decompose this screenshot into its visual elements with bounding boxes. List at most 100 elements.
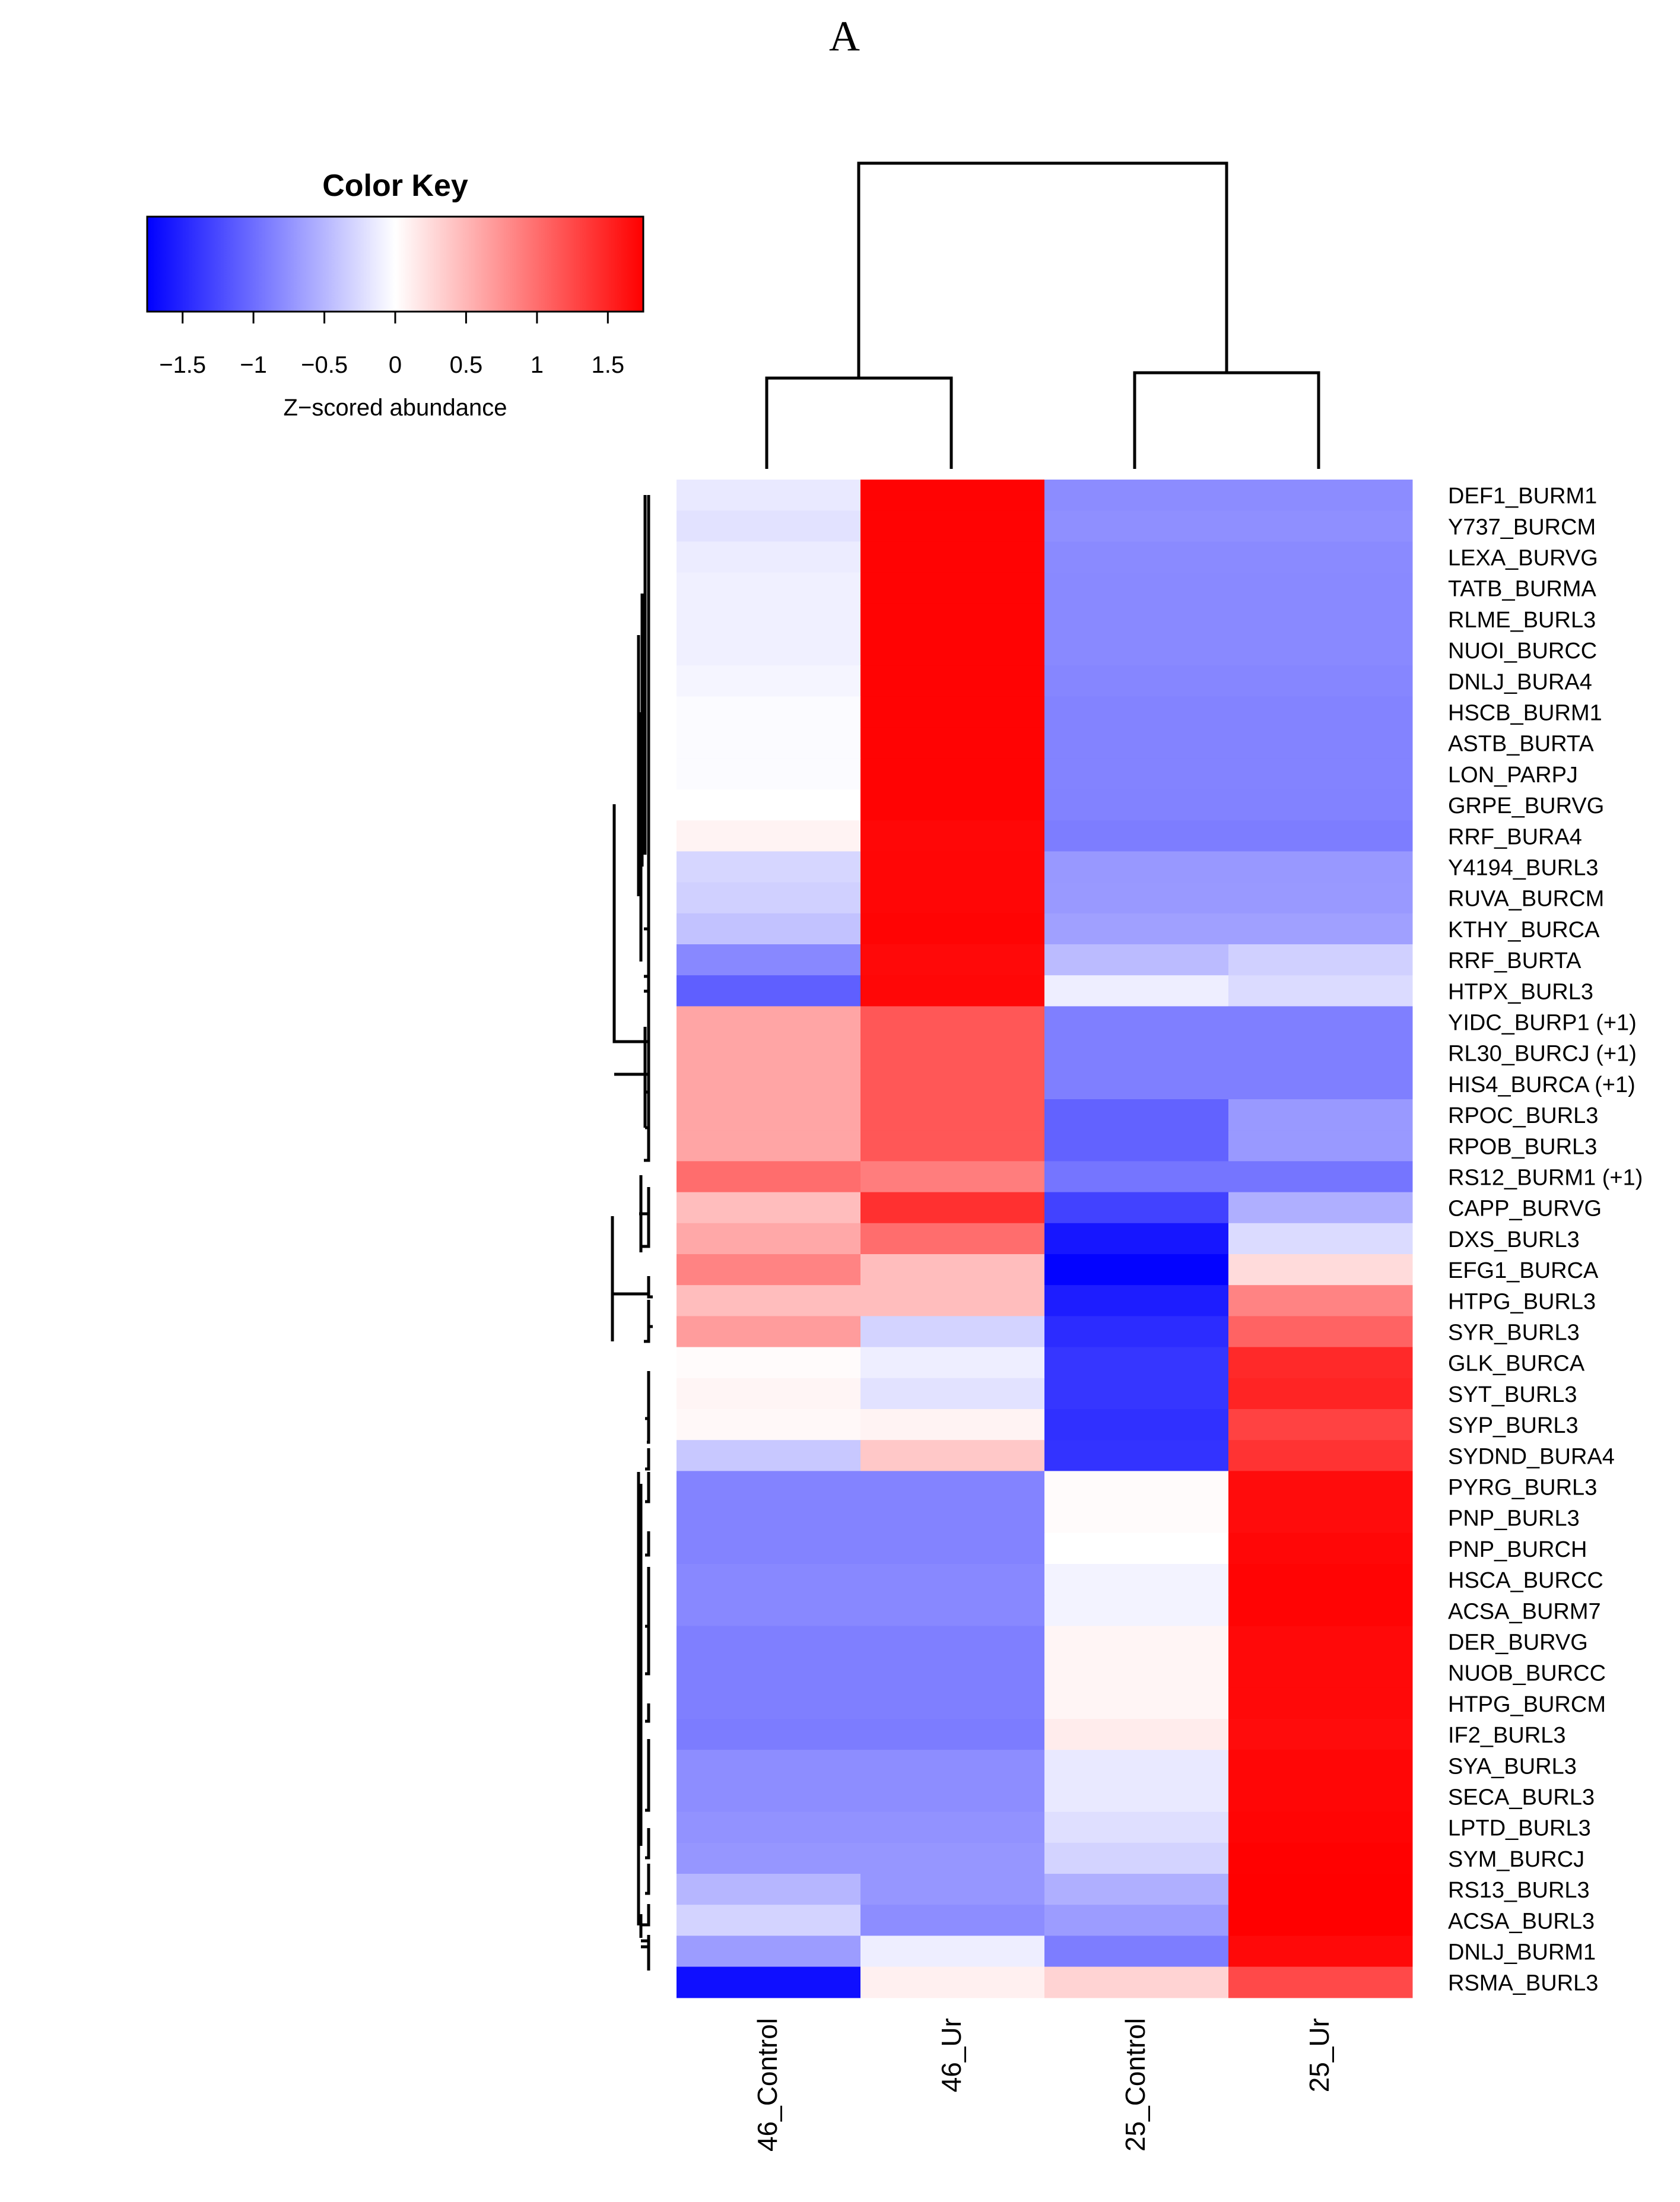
heatmap-cell [1044,913,1229,945]
row-label: HTPG_BURCM [1448,1692,1606,1717]
color-key-tick-label: −1 [240,352,267,378]
heatmap-cell [1044,975,1229,1007]
heatmap-cell [860,1409,1045,1440]
heatmap-cell [677,1811,861,1844]
heatmap-cell [860,1378,1045,1410]
heatmap-cell [860,1006,1045,1038]
heatmap-cell [1228,665,1413,697]
heatmap-cell [1044,1099,1229,1131]
heatmap-cell [860,1811,1045,1844]
row-label: ACSA_BURM7 [1448,1599,1601,1624]
heatmap-cell [677,1874,861,1905]
heatmap-cell [1044,1750,1229,1781]
heatmap-cell [1044,696,1229,728]
heatmap-cell [1228,1502,1413,1534]
heatmap-cell [860,510,1045,542]
heatmap-cell [860,1874,1045,1905]
heatmap-cell [1044,665,1229,697]
heatmap-cell [677,1037,861,1069]
heatmap-cell [1228,758,1413,790]
row-label: GLK_BURCA [1448,1351,1585,1376]
heatmap-cell [1228,480,1413,511]
row-dendrogram [611,495,653,1971]
heatmap-cell [1044,1192,1229,1224]
color-key-title: Color Key [322,169,468,203]
row-label: NUOB_BURCC [1448,1661,1606,1686]
heatmap-cell [677,1130,861,1162]
heatmap-cell [1228,1192,1413,1224]
heatmap-cell [860,727,1045,759]
heatmap-cell [1044,1532,1229,1565]
heatmap-cell [1044,1811,1229,1844]
heatmap-cell [860,944,1045,976]
heatmap-cell [860,1316,1045,1348]
heatmap-cell [1044,510,1229,542]
heatmap-cell [677,510,861,542]
heatmap-cell [677,789,861,821]
row-label: LEXA_BURVG [1448,546,1598,571]
heatmap-cell [677,1781,861,1813]
heatmap-cell [860,480,1045,511]
heatmap-cell [1044,1626,1229,1658]
heatmap-cell [1044,1471,1229,1503]
heatmap-cell [1044,572,1229,604]
heatmap-cell [677,1254,861,1286]
column-label: 46_Control [752,2018,783,2152]
heatmap-cell [677,1564,861,1595]
row-label: SYP_BURL3 [1448,1413,1579,1438]
row-label: RSMA_BURL3 [1448,1971,1598,1996]
heatmap-cell [1228,603,1413,635]
row-label: PNP_BURL3 [1448,1506,1580,1531]
heatmap-cell [1044,1223,1229,1255]
heatmap-cell [860,1347,1045,1379]
heatmap-cell [1044,1687,1229,1719]
column-dendrogram [765,161,1320,469]
heatmap-cell [677,572,861,604]
row-label: SYA_BURL3 [1448,1754,1577,1779]
row-labels: DEF1_BURM1 Y737_BURCM LEXA_BURVG TATB_BURMA… [1448,484,1643,1996]
heatmap-cell [1044,1006,1229,1038]
heatmap-cell [1228,1905,1413,1936]
heatmap-cell [860,541,1045,573]
heatmap-cell [1228,696,1413,728]
heatmap-cell [1044,1440,1229,1471]
heatmap-cell [1228,727,1413,759]
heatmap-cell [677,1471,861,1503]
heatmap-cell [677,913,861,945]
heatmap-cell [677,1099,861,1131]
heatmap-cell [1044,758,1229,790]
heatmap-cell [1228,1099,1413,1131]
heatmap-cell [1228,1316,1413,1348]
heatmap-cell [677,1687,861,1719]
row-label: HSCA_BURCC [1448,1568,1603,1593]
heatmap-cell [677,541,861,573]
row-label: KTHY_BURCA [1448,918,1600,943]
heatmap-cell [1228,1595,1413,1626]
heatmap-cell [1044,1966,1229,1998]
row-label: SECA_BURL3 [1448,1785,1595,1810]
heatmap-cell [1228,1842,1413,1874]
row-label: RL30_BURCJ (+1) [1448,1042,1637,1067]
heatmap-cell [1228,1347,1413,1379]
heatmap-cell [677,1440,861,1471]
heatmap-cell [1044,1905,1229,1936]
heatmap-cell [1228,634,1413,666]
heatmap-cell [1228,1037,1413,1069]
heatmap-cell [1044,1719,1229,1750]
heatmap-cell [1228,1161,1413,1193]
heatmap-cell [860,1532,1045,1565]
heatmap-cell [1228,1068,1413,1100]
heatmap-cell [1228,820,1413,852]
heatmap-cell [677,1719,861,1750]
heatmap-cell [860,1719,1045,1750]
heatmap-cell [1228,1781,1413,1813]
heatmap-cell [1228,1440,1413,1471]
heatmap-cell [1044,1285,1229,1316]
heatmap-cell [677,603,861,635]
heatmap-cell [1228,789,1413,821]
row-label: PNP_BURCH [1448,1537,1587,1562]
heatmap-cell [677,665,861,697]
heatmap-cell [677,1966,861,1998]
row-label: DER_BURVG [1448,1630,1588,1655]
